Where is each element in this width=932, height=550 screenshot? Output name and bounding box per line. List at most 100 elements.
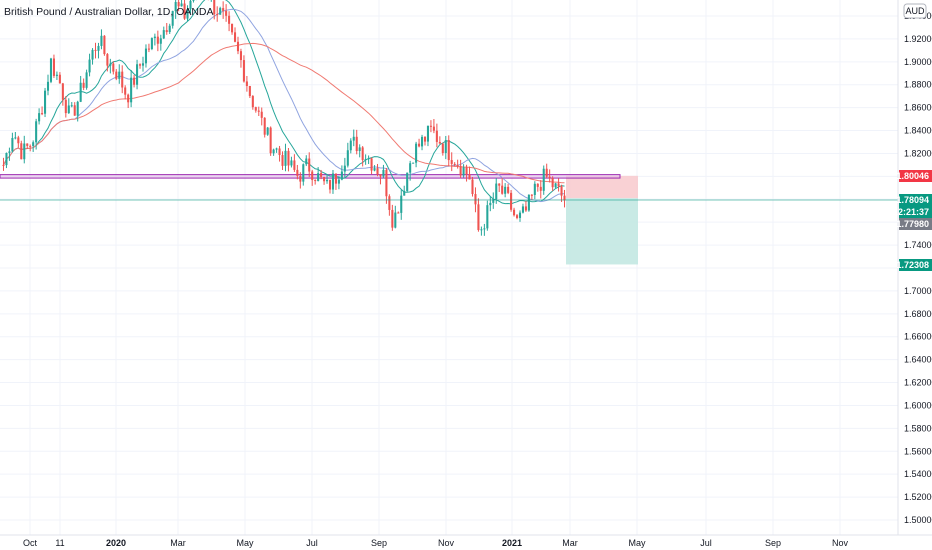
take-profit-zone[interactable] — [566, 198, 638, 265]
candle-body — [409, 163, 412, 173]
time-tick-label: Nov — [438, 538, 455, 548]
candle-body — [435, 130, 438, 142]
moving-average-fast — [3, 0, 565, 205]
candle-body — [251, 96, 254, 108]
candle-body — [82, 82, 85, 88]
candle-body — [219, 8, 222, 15]
target-price-tag: 1.72308 — [896, 259, 932, 271]
candle-body — [343, 165, 346, 172]
price-tick-label: 1.54000 — [904, 469, 932, 479]
candle-body — [426, 125, 430, 142]
candle-body — [468, 174, 471, 180]
candle-body — [471, 179, 474, 195]
svg-text:1.80046: 1.80046 — [896, 171, 929, 181]
candle-body — [548, 176, 551, 179]
candle-body — [213, 0, 216, 15]
candle-body — [563, 195, 566, 201]
drawing-layer[interactable] — [0, 174, 638, 265]
time-tick-label: Mar — [170, 538, 186, 548]
candle-body — [542, 168, 545, 191]
candle-body — [462, 167, 465, 176]
candle-body — [323, 176, 326, 182]
price-tick-label: 1.56000 — [904, 446, 932, 456]
candle-body — [326, 179, 329, 182]
candle-body — [376, 168, 379, 175]
candle-body — [406, 172, 409, 191]
time-tick-label: Nov — [832, 538, 849, 548]
price-tick-label: 1.92000 — [904, 34, 932, 44]
candle-body — [2, 164, 5, 166]
candle-body — [278, 148, 281, 156]
candle-body — [432, 126, 435, 131]
candle-body — [115, 71, 118, 79]
candle-body — [269, 127, 272, 154]
candle-body — [171, 11, 174, 26]
candle-body — [177, 2, 180, 7]
time-tick-label: Jul — [306, 538, 318, 548]
candle-body — [486, 205, 489, 229]
candle-body — [438, 141, 441, 144]
svg-text:1.77980: 1.77980 — [896, 219, 929, 229]
last-price-tag: 1.77980 — [896, 218, 932, 230]
stop-price-tag: 1.80046 — [896, 170, 932, 182]
candle-body — [165, 30, 168, 33]
time-tick-label: Jul — [700, 538, 712, 548]
price-tick-label: 1.70000 — [904, 286, 932, 296]
candle-body — [136, 64, 139, 85]
candle-body — [314, 180, 317, 182]
candle-body — [444, 140, 447, 154]
countdown-tag: 12:21:37 — [893, 206, 932, 218]
candle-body — [58, 74, 61, 84]
candle-body — [153, 36, 156, 39]
price-tick-label: 1.90000 — [904, 57, 932, 67]
candle-body — [302, 164, 305, 182]
candle-body — [495, 183, 498, 200]
candle-body — [97, 45, 100, 51]
candle-body — [557, 183, 560, 187]
candle-body — [162, 30, 165, 39]
price-tick-label: 1.66000 — [904, 332, 932, 342]
stop-loss-zone[interactable] — [566, 175, 638, 199]
candle-body — [26, 143, 29, 146]
candle-body — [382, 169, 385, 177]
candle-body — [340, 171, 343, 180]
moving-average-mid — [3, 8, 565, 203]
candle-body — [150, 38, 153, 49]
candle-body — [55, 74, 58, 76]
candle-body — [510, 192, 513, 210]
candle-body — [334, 173, 337, 184]
time-tick-label: Mar — [562, 538, 578, 548]
price-tick-label: 1.62000 — [904, 378, 932, 388]
candle-body — [103, 35, 106, 55]
candle-body — [311, 171, 314, 181]
price-tick-label: 1.82000 — [904, 148, 932, 158]
candle-body — [106, 54, 109, 66]
candle-body — [524, 206, 527, 211]
price-tick-label: 1.86000 — [904, 103, 932, 113]
candle-body — [385, 169, 388, 197]
candle-body — [296, 169, 299, 176]
currency-label: AUD — [905, 6, 925, 16]
candle-body — [403, 190, 406, 196]
currency-button[interactable]: AUD — [903, 3, 927, 19]
candle-body — [379, 174, 382, 177]
candle-body — [518, 212, 522, 218]
time-axis[interactable]: Oct 11 2020 Mar May Jul Sep Nov 2021 Mar May Jul Sep… — [23, 538, 849, 548]
candle-body — [489, 202, 492, 206]
candle-body — [305, 158, 308, 165]
time-tick-label: May — [236, 538, 254, 548]
candle-body — [281, 155, 284, 166]
candle-body — [168, 25, 171, 33]
candle-body — [64, 99, 67, 114]
resistance-zone[interactable] — [0, 174, 621, 179]
candle-body — [530, 194, 533, 196]
grid — [0, 0, 898, 535]
candle-body — [299, 175, 302, 182]
candle-body — [536, 183, 539, 187]
candle-body — [394, 212, 397, 228]
candle-body — [189, 0, 192, 10]
svg-text:12:21:37: 12:21:37 — [893, 207, 929, 217]
candle-body — [85, 72, 88, 88]
candle-body — [346, 150, 349, 166]
